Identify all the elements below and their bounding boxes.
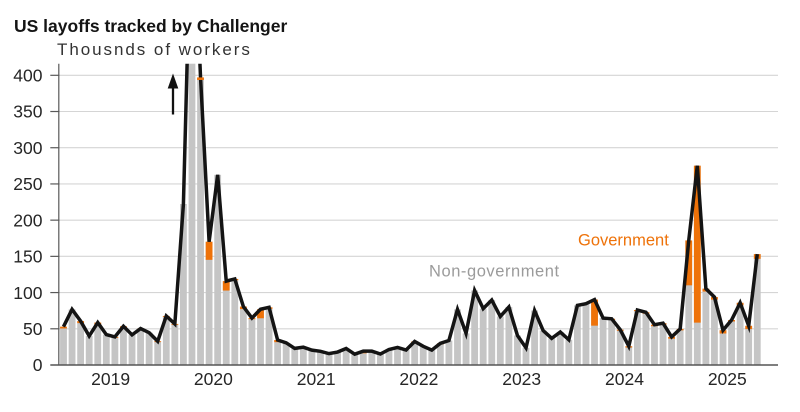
svg-text:0: 0: [33, 355, 43, 375]
svg-text:100: 100: [13, 283, 42, 303]
svg-text:2021: 2021: [297, 369, 336, 389]
svg-text:250: 250: [13, 174, 42, 194]
svg-text:400: 400: [13, 66, 42, 86]
svg-text:Government: Government: [578, 232, 669, 250]
svg-text:2020: 2020: [194, 369, 233, 389]
svg-text:2019: 2019: [91, 369, 130, 389]
svg-text:2022: 2022: [399, 369, 438, 389]
svg-text:200: 200: [13, 210, 42, 230]
svg-text:Non-government: Non-government: [429, 263, 560, 281]
svg-text:150: 150: [13, 247, 42, 267]
svg-text:2025: 2025: [708, 369, 747, 389]
svg-text:2023: 2023: [502, 369, 541, 389]
svg-text:350: 350: [13, 102, 42, 122]
svg-text:300: 300: [13, 138, 42, 158]
svg-text:50: 50: [23, 319, 43, 339]
svg-text:2024: 2024: [605, 369, 644, 389]
